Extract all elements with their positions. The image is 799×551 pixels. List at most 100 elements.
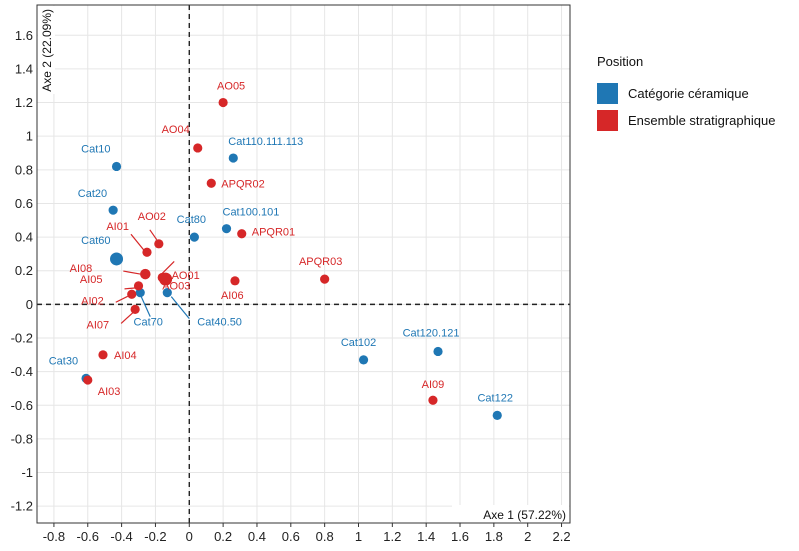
x-tick-label: 1.6	[451, 529, 469, 544]
legend-swatch-ceramic	[597, 83, 618, 104]
x-tick-label: 1.2	[383, 529, 401, 544]
data-point-ao05	[218, 97, 228, 108]
data-point-cat102	[358, 355, 369, 365]
y-tick-label: 0.4	[15, 230, 33, 245]
legend-label-ceramic: Catégorie céramique	[628, 86, 749, 101]
leader-line	[130, 233, 145, 251]
data-point-ai02	[127, 289, 137, 299]
y-tick-label: 1.6	[15, 28, 33, 43]
y-tick-label: -0.4	[11, 364, 33, 379]
legend-item-stratigraphic: Ensemble stratigraphique	[597, 110, 775, 131]
data-points	[81, 97, 502, 420]
point-label-ao02: AO02	[138, 211, 166, 223]
data-point-ao01	[159, 272, 173, 286]
point-label-ai06: AI06	[221, 290, 244, 302]
x-tick-label: 0.6	[282, 529, 300, 544]
point-label-ai05: AI05	[80, 274, 103, 286]
x-tick-label: 2	[524, 529, 531, 544]
x-tick-label: 1	[355, 529, 362, 544]
point-label-cat10: Cat10	[81, 143, 110, 155]
y-tick-label: -0.8	[11, 431, 33, 446]
data-point-ao04	[193, 143, 203, 153]
data-point-ai08	[140, 268, 151, 280]
point-label-ai03: AI03	[98, 386, 121, 398]
point-label-cat70: Cat70	[134, 317, 163, 329]
point-label-cat30: Cat30	[49, 355, 78, 367]
data-point-cat80	[189, 232, 199, 242]
point-label-ai02: AI02	[81, 295, 104, 307]
point-label-cat20: Cat20	[78, 188, 107, 200]
legend-item-ceramic: Catégorie céramique	[597, 83, 775, 104]
y-tick-label: -1	[21, 465, 33, 480]
x-axis-title-background	[452, 505, 569, 522]
data-point-cat60	[110, 252, 124, 266]
point-label-cat80: Cat80	[177, 214, 206, 226]
axis-titles: Axe 1 (57.22%) Axe 2 (22.09%)	[38, 6, 569, 522]
x-tick-label: 1.8	[485, 529, 503, 544]
x-tick-label: -0.4	[110, 529, 132, 544]
y-tick-label: -0.6	[11, 398, 33, 413]
point-label-cat110.111.113: Cat110.111.113	[228, 136, 303, 148]
x-tick-label: 1.4	[417, 529, 435, 544]
point-label-cat40.50: Cat40.50	[197, 317, 242, 329]
point-label-ao05: AO05	[217, 81, 245, 93]
point-label-ai09: AI09	[422, 379, 445, 391]
x-tick-label: -0.6	[77, 529, 99, 544]
point-label-ao04: AO04	[162, 124, 190, 136]
data-point-apqr02	[206, 178, 216, 188]
leader-line	[115, 295, 129, 303]
point-labels: Cat10 Cat110.111.113 Cat20 Cat80 Cat100.101 C…	[49, 81, 513, 405]
point-label-apqr02: APQR02	[221, 178, 264, 190]
point-label-cat60: Cat60	[81, 235, 110, 247]
point-label-ao03: AO03	[162, 280, 190, 292]
x-tick-label: 2.2	[553, 529, 571, 544]
y-tick-label: 0.8	[15, 162, 33, 177]
y-tick-label: 1.2	[15, 95, 33, 110]
leader-line	[140, 296, 151, 317]
legend: Position Catégorie céramique Ensemble st…	[597, 54, 775, 137]
data-point-cat10	[111, 161, 122, 172]
x-tick-labels: -0.8 -0.6 -0.4 -0.2 0 0.2 0.4 0.6 0.8 1 1.2 1.4 1.6 1…	[43, 523, 571, 544]
point-label-ai07: AI07	[86, 319, 109, 331]
data-point-cat100.101	[221, 224, 232, 234]
data-point-ai05	[133, 281, 144, 291]
x-tick-label: 0.8	[316, 529, 334, 544]
data-point-ai03	[83, 375, 93, 385]
data-point-apqr03	[320, 274, 330, 284]
y-axis-title-background	[38, 6, 55, 94]
point-label-ai01: AI01	[106, 221, 129, 233]
point-label-cat100.101: Cat100.101	[223, 207, 280, 219]
y-tick-label: 1	[26, 129, 33, 144]
legend-swatch-stratigraphic	[597, 110, 618, 131]
data-point-cat20	[108, 205, 118, 215]
point-label-apqr01: APQR01	[252, 227, 295, 239]
x-tick-label: -0.8	[43, 529, 65, 544]
x-tick-label: 0.4	[248, 529, 266, 544]
y-tick-label: 0	[26, 297, 33, 312]
point-label-cat122: Cat122	[477, 392, 512, 404]
data-point-ai06	[230, 276, 240, 286]
leader-line	[123, 270, 141, 275]
x-tick-label: -0.2	[144, 529, 166, 544]
data-point-cat120.121	[433, 346, 443, 357]
point-label-ao01: AO01	[172, 270, 200, 282]
data-point-ai04	[98, 350, 108, 360]
legend-title: Position	[597, 54, 644, 69]
point-label-ai04: AI04	[114, 350, 137, 362]
y-tick-label: 1.4	[15, 61, 33, 76]
y-axis-title: Axe 2 (22.09%)	[40, 9, 54, 92]
data-point-cat110.111.113	[228, 153, 238, 163]
point-label-cat102: Cat102	[341, 337, 376, 349]
data-point-ai09	[428, 395, 438, 405]
plot-frame	[36, 4, 571, 524]
data-point-apqr01	[237, 229, 247, 239]
x-tick-label: 0.2	[214, 529, 232, 544]
data-point-ai07	[130, 304, 140, 315]
y-tick-label: 0.2	[15, 263, 33, 278]
leader-line	[120, 311, 134, 324]
point-label-cat120.121: Cat120.121	[403, 327, 460, 339]
data-point-ai01	[142, 247, 152, 257]
point-label-ai08: AI08	[70, 263, 93, 275]
point-label-apqr03: APQR03	[299, 256, 342, 268]
